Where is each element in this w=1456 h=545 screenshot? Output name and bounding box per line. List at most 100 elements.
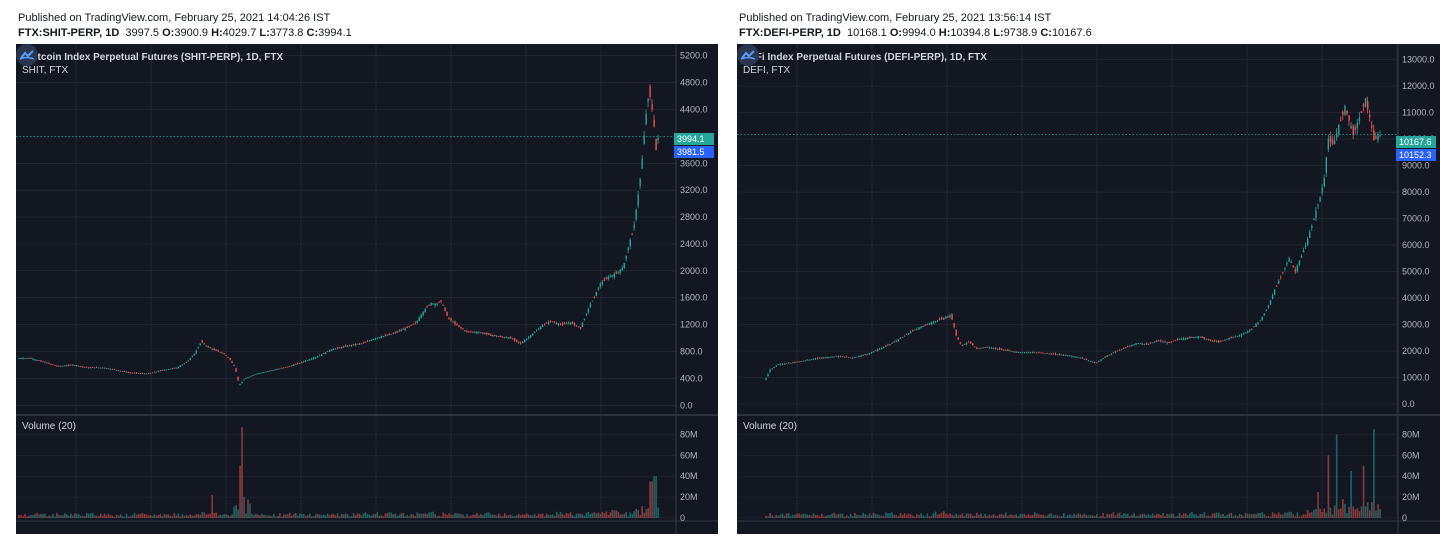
candle-body bbox=[125, 371, 128, 373]
candle-body bbox=[845, 356, 848, 358]
candle-body bbox=[617, 271, 619, 273]
volume-bar bbox=[633, 511, 636, 518]
candle-body bbox=[474, 331, 476, 333]
candle-body bbox=[504, 337, 506, 338]
volume-bar bbox=[961, 513, 964, 518]
chart-area[interactable]: 0.0 1000.0 2000.0 3000.0 4000.0 5000.0 6000.0 7… bbox=[737, 44, 1440, 534]
volume-bar bbox=[1366, 502, 1369, 518]
volume-bar bbox=[1011, 514, 1013, 518]
tradingview-cloud-logo-icon[interactable] bbox=[16, 44, 38, 66]
candle-body bbox=[332, 348, 335, 351]
candle-body bbox=[111, 368, 114, 370]
candle-body bbox=[885, 345, 887, 347]
volume-bar bbox=[541, 513, 544, 518]
candle-body bbox=[769, 369, 771, 373]
candle-body bbox=[959, 342, 962, 344]
volume-bar bbox=[535, 516, 538, 518]
candle-body bbox=[374, 338, 377, 340]
candle-body bbox=[1276, 285, 1278, 287]
candle-body bbox=[1094, 362, 1096, 363]
candle-body bbox=[1096, 362, 1098, 364]
candle-body bbox=[412, 323, 414, 325]
chart-svg[interactable]: 0.0 400.0 800.0 1200.0 1600.0 2000.0 2400.0 280… bbox=[16, 44, 718, 534]
candle-body bbox=[1315, 210, 1317, 218]
candle-body bbox=[301, 361, 303, 363]
candle-body bbox=[70, 364, 72, 366]
volume-bar bbox=[631, 514, 634, 518]
candle-body bbox=[1364, 98, 1367, 107]
candle-body bbox=[1340, 120, 1342, 121]
volume-bar bbox=[352, 512, 355, 518]
volume-bar bbox=[814, 515, 817, 518]
volume-tick-label: 60M bbox=[680, 450, 698, 460]
volume-bar bbox=[430, 512, 432, 518]
candle-body bbox=[1013, 351, 1015, 353]
candle-body bbox=[1178, 338, 1181, 340]
candle-body bbox=[1075, 356, 1077, 358]
volume-bar bbox=[24, 513, 26, 518]
candle-body bbox=[579, 326, 582, 329]
volume-bar bbox=[107, 513, 110, 518]
price-tick-label: 6000.0 bbox=[1402, 240, 1430, 250]
candle-body bbox=[458, 325, 460, 327]
volume-bar bbox=[342, 514, 345, 518]
volume-bar bbox=[818, 516, 821, 518]
volume-bar bbox=[1209, 516, 1212, 518]
candle-body bbox=[535, 330, 538, 332]
volume-bar bbox=[506, 515, 508, 518]
candle-body bbox=[360, 343, 363, 345]
volume-bar bbox=[50, 516, 52, 518]
volume-bar bbox=[334, 515, 337, 518]
volume-bar bbox=[607, 514, 610, 518]
candle-body bbox=[193, 353, 195, 356]
volume-bar bbox=[1335, 434, 1338, 518]
candle-body bbox=[980, 347, 982, 349]
candle-body bbox=[1255, 324, 1257, 327]
last-price-tag: 3994.1 bbox=[674, 133, 714, 145]
volume-bar bbox=[651, 481, 653, 518]
chart-svg[interactable]: 0.0 1000.0 2000.0 3000.0 4000.0 5000.0 6000.0 7… bbox=[737, 44, 1440, 534]
candle-body bbox=[1333, 140, 1336, 145]
volume-bar bbox=[215, 512, 217, 518]
candle-body bbox=[1335, 133, 1338, 138]
volume-bar bbox=[374, 514, 377, 518]
candle-body bbox=[514, 338, 516, 341]
volume-bar bbox=[211, 495, 213, 518]
low-value: 3773.8 bbox=[269, 27, 304, 39]
volume-bar bbox=[1379, 509, 1381, 518]
volume-bar bbox=[48, 515, 50, 518]
chart-title: DeFi Index Perpetual Futures (DEFI-PERP)… bbox=[743, 52, 987, 63]
candle-body bbox=[858, 355, 860, 358]
candle-body bbox=[1189, 336, 1191, 338]
candle-body bbox=[334, 348, 337, 350]
candle-body bbox=[1139, 343, 1141, 345]
volume-bar bbox=[1164, 516, 1166, 518]
volume-bar bbox=[143, 514, 146, 518]
candle-body bbox=[655, 138, 657, 150]
volume-bar bbox=[862, 512, 864, 518]
tradingview-cloud-logo-icon[interactable] bbox=[737, 44, 759, 66]
candle-body bbox=[366, 340, 369, 342]
volume-bar bbox=[907, 513, 910, 518]
volume-bar bbox=[959, 514, 962, 518]
volume-bar bbox=[97, 516, 100, 518]
candle-body bbox=[1170, 341, 1172, 343]
candle-body bbox=[239, 384, 241, 385]
volume-bar bbox=[310, 516, 313, 518]
candle-body bbox=[1063, 354, 1065, 356]
volume-bar bbox=[787, 512, 790, 518]
volume-bar bbox=[1184, 513, 1187, 518]
candle-body bbox=[386, 335, 389, 336]
candle-body bbox=[974, 346, 976, 348]
candle-body bbox=[1228, 337, 1230, 340]
candle-body bbox=[179, 365, 182, 368]
candle-body bbox=[259, 373, 261, 374]
candle-body bbox=[368, 340, 371, 342]
volume-bar bbox=[924, 516, 926, 518]
volume-bar bbox=[217, 515, 219, 518]
chart-area[interactable]: 0.0 400.0 800.0 1200.0 1600.0 2000.0 2400.0 280… bbox=[16, 44, 718, 534]
volume-bar bbox=[438, 515, 440, 518]
candle-body bbox=[972, 343, 974, 346]
volume-bar bbox=[1271, 512, 1274, 518]
candle-body bbox=[1253, 326, 1255, 328]
